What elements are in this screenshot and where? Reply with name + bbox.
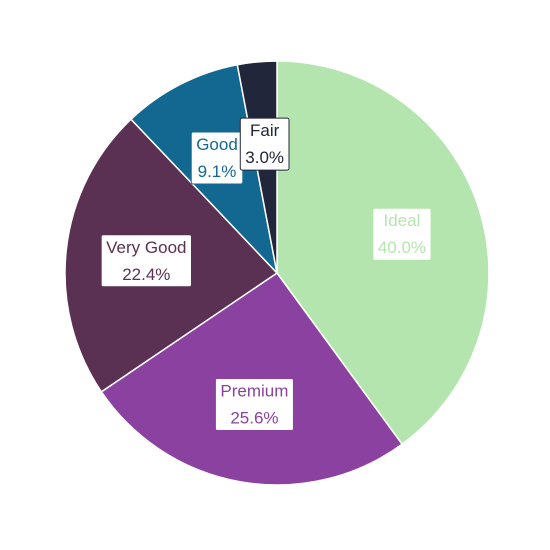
slice-value-label: 9.1% [198,162,237,181]
slice-name-label: Ideal [384,211,421,230]
pie-labels: Ideal 40.0% Premium 25.6% Very Good 22.4% Good… [100,117,432,431]
slice-value-label: 40.0% [378,238,426,257]
pie-label-fair: Fair 3.0% [239,117,290,171]
slice-value-label: 25.6% [230,408,278,427]
slice-name-label: Very Good [106,238,186,257]
slice-label-box [239,117,290,171]
slice-name-label: Premium [220,381,288,400]
slice-label-box [100,234,192,288]
slice-label-box [372,207,432,261]
slice-label-box [214,377,294,431]
pie-label-premium: Premium 25.6% [214,377,294,431]
slice-value-label: 22.4% [122,265,170,284]
pie-label-good: Good 9.1% [190,131,244,185]
pie-label-ideal: Ideal 40.0% [372,207,432,261]
slice-name-label: Fair [250,121,280,140]
slice-value-label: 3.0% [245,148,284,167]
pie-label-very-good: Very Good 22.4% [100,234,192,288]
slice-name-label: Good [196,135,238,154]
